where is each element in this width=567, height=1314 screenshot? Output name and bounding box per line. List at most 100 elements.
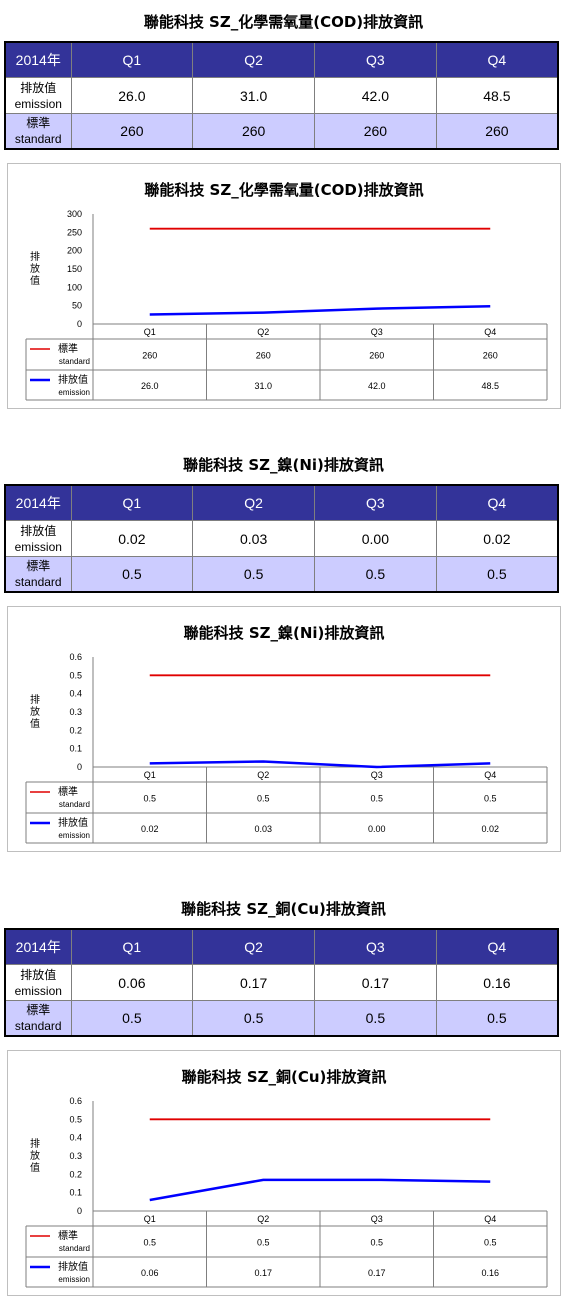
y-tick-label: 0 [77, 319, 82, 329]
data-label: 0.02 [141, 824, 159, 834]
data-label: 260 [369, 351, 384, 361]
y-tick-label: 0.1 [69, 744, 82, 754]
data-label: 0.5 [484, 1238, 497, 1248]
y-tick-label: 200 [67, 246, 82, 256]
x-tick-label: Q1 [144, 1214, 156, 1224]
data-label: 0.5 [484, 794, 497, 804]
y-tick-label: 0.4 [69, 689, 82, 699]
header-row: 2014年 Q1 Q2 Q3 Q4 [4, 41, 559, 78]
emission-value: 0.02 [435, 520, 559, 557]
legend-label: 標準 [58, 1229, 78, 1242]
y-tick-label: 0.5 [69, 1114, 82, 1124]
emission-value: 0.03 [192, 520, 315, 557]
y-tick-label: 0.2 [69, 1169, 82, 1179]
year-cell: 2014年 [4, 484, 72, 521]
emission-value: 0.16 [435, 964, 559, 1001]
line-chart: 聯能科技 SZ_鎳(Ni)排放資訊排放值 0 0.1 0.2 0.3 0.4 0.5 0.6 Q… [7, 606, 561, 852]
y-axis-label: 排 [30, 250, 40, 263]
data-table: 2014年 Q1 Q2 Q3 Q4 排放值 emission 26.0 31.0 … [4, 41, 559, 150]
x-tick-label: Q2 [257, 1214, 269, 1224]
emission-value: 48.5 [435, 77, 559, 114]
data-label: 0.5 [370, 1238, 383, 1248]
year-cell: 2014年 [4, 41, 72, 78]
y-axis-label: 放 [30, 262, 40, 275]
standard-value: 0.5 [70, 556, 194, 593]
standard-row: 標準 standard 0.5 0.5 0.5 0.5 [4, 556, 559, 593]
data-label: 0.02 [481, 824, 499, 834]
standard-label: 標準 standard [4, 113, 72, 150]
ni-section: 聯能科技 SZ_鎳(Ni)排放資訊 2014年 Q1 Q2 Q3 Q4 排放值 e… [0, 443, 567, 873]
standard-value: 0.5 [70, 1000, 194, 1037]
y-tick-label: 0.3 [69, 1151, 82, 1161]
legend-label: 排放值 [58, 373, 88, 386]
emission-value: 0.17 [192, 964, 315, 1001]
header-row: 2014年 Q1 Q2 Q3 Q4 [4, 928, 559, 965]
line-chart: 聯能科技 SZ_化學需氧量(COD)排放資訊排放值 0 50 100 150 200 250… [7, 163, 561, 409]
data-label: 0.5 [143, 1238, 156, 1248]
y-axis-label: 值 [30, 717, 40, 730]
series-line [149, 304, 491, 316]
legend-label-en: emission [58, 1275, 90, 1284]
cu-section: 聯能科技 SZ_銅(Cu)排放資訊 2014年 Q1 Q2 Q3 Q4 排放值 e… [0, 887, 567, 1314]
quarter-cell: Q2 [192, 41, 315, 78]
y-tick-label: 0.4 [69, 1133, 82, 1143]
data-label: 0.06 [141, 1268, 159, 1278]
standard-value: 0.5 [314, 556, 437, 593]
emission-value: 31.0 [192, 77, 315, 114]
emission-value: 42.0 [314, 77, 437, 114]
data-label: 0.5 [143, 794, 156, 804]
standard-value: 260 [70, 113, 194, 150]
x-tick-label: Q2 [257, 770, 269, 780]
data-label: 0.16 [481, 1268, 499, 1278]
standard-value: 0.5 [435, 556, 559, 593]
y-tick-label: 250 [67, 227, 82, 237]
data-label: 0.17 [254, 1268, 272, 1278]
emission-label: 排放值 emission [4, 520, 72, 557]
y-axis-label: 值 [30, 1161, 40, 1174]
chart-title: 聯能科技 SZ_鎳(Ni)排放資訊 [184, 624, 385, 642]
y-tick-label: 0.6 [69, 652, 82, 662]
x-tick-label: Q3 [371, 327, 383, 337]
emission-value: 26.0 [70, 77, 194, 114]
x-tick-label: Q1 [144, 770, 156, 780]
section-title: 聯能科技 SZ_鎳(Ni)排放資訊 [183, 456, 384, 474]
data-label: 31.0 [254, 381, 272, 391]
quarter-cell: Q3 [314, 41, 437, 78]
legend-label-en: emission [58, 388, 90, 397]
y-tick-label: 0.1 [69, 1188, 82, 1198]
data-label: 42.0 [368, 381, 386, 391]
y-axis-label: 排 [30, 693, 40, 706]
legend-label-en: emission [58, 831, 90, 840]
series-line [149, 1178, 491, 1202]
legend-label: 標準 [58, 342, 78, 355]
standard-row: 標準 standard 260 260 260 260 [4, 113, 559, 150]
standard-value: 0.5 [192, 556, 315, 593]
legend-label-en: standard [59, 357, 90, 366]
y-tick-label: 0.5 [69, 670, 82, 680]
data-label: 0.17 [368, 1268, 386, 1278]
legend-label: 排放值 [58, 1260, 88, 1273]
standard-value: 0.5 [192, 1000, 315, 1037]
x-tick-label: Q1 [144, 327, 156, 337]
data-label: 260 [256, 351, 271, 361]
emission-row: 排放值 emission 26.0 31.0 42.0 48.5 [4, 77, 559, 114]
standard-value: 0.5 [314, 1000, 437, 1037]
y-axis-label: 排 [30, 1137, 40, 1150]
data-label: 0.03 [254, 824, 272, 834]
line-chart: 聯能科技 SZ_銅(Cu)排放資訊排放值 0 0.1 0.2 0.3 0.4 0.5 0.6 Q… [7, 1050, 561, 1296]
emission-value: 0.17 [314, 964, 437, 1001]
quarter-cell: Q4 [435, 484, 559, 521]
quarter-cell: Q1 [70, 41, 194, 78]
emission-label: 排放值 emission [4, 964, 72, 1001]
y-axis-label: 放 [30, 705, 40, 718]
x-tick-label: Q4 [484, 1214, 496, 1224]
legend-label: 排放值 [58, 816, 88, 829]
quarter-cell: Q2 [192, 484, 315, 521]
quarter-cell: Q3 [314, 928, 437, 965]
y-tick-label: 300 [67, 209, 82, 219]
x-tick-label: Q3 [371, 770, 383, 780]
legend-label-en: standard [59, 1244, 90, 1253]
